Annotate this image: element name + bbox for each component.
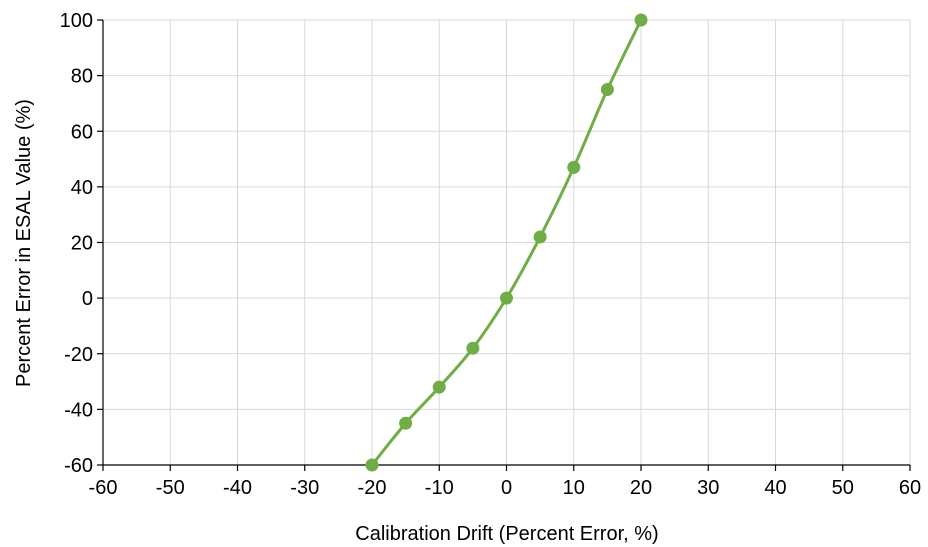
y-axis-title: Percent Error in ESAL Value (%): [13, 99, 35, 387]
data-point: [466, 341, 480, 355]
x-tick-label: -10: [425, 477, 454, 499]
x-axis-title: Calibration Drift (Percent Error, %): [355, 523, 658, 545]
x-tick-label: 0: [501, 477, 512, 499]
y-tick-label: -40: [64, 399, 93, 421]
data-point: [634, 13, 648, 27]
series-line: [370, 19, 643, 466]
y-tick-label: 0: [82, 288, 93, 310]
x-tick-label: 30: [697, 477, 719, 499]
x-tick-label: -30: [290, 477, 319, 499]
x-tick-label: 40: [764, 477, 786, 499]
data-point: [533, 230, 547, 244]
x-tick-label: 20: [630, 477, 652, 499]
data-point: [365, 458, 379, 472]
data-point: [432, 380, 446, 394]
axes: [97, 19, 911, 471]
data-point: [567, 160, 581, 174]
x-tick-label: 10: [563, 477, 585, 499]
x-tick-label: -40: [223, 477, 252, 499]
data-point: [600, 83, 614, 97]
series: [365, 13, 648, 472]
data-point: [399, 416, 413, 430]
y-tick-label: -20: [64, 344, 93, 366]
x-tick-label: -50: [156, 477, 185, 499]
y-tick-label: 20: [71, 233, 93, 255]
grid: [102, 19, 911, 466]
y-tick-label: -60: [64, 455, 93, 477]
x-tick-label: -60: [89, 477, 118, 499]
y-tick-label: 40: [71, 177, 93, 199]
y-tick-labels: -60 -40 -20 0 20 40 60 80 100: [60, 10, 93, 477]
y-tick-label: 60: [71, 121, 93, 143]
y-tick-label: 100: [60, 10, 93, 32]
x-tick-labels: -60 -50 -40 -30 -20 -10 0 10 20 30 40 50 60: [89, 477, 922, 499]
x-tick-label: 50: [832, 477, 854, 499]
x-tick-label: 60: [899, 477, 921, 499]
x-tick-label: -20: [358, 477, 387, 499]
y-tick-label: 80: [71, 66, 93, 88]
data-point: [500, 291, 513, 305]
